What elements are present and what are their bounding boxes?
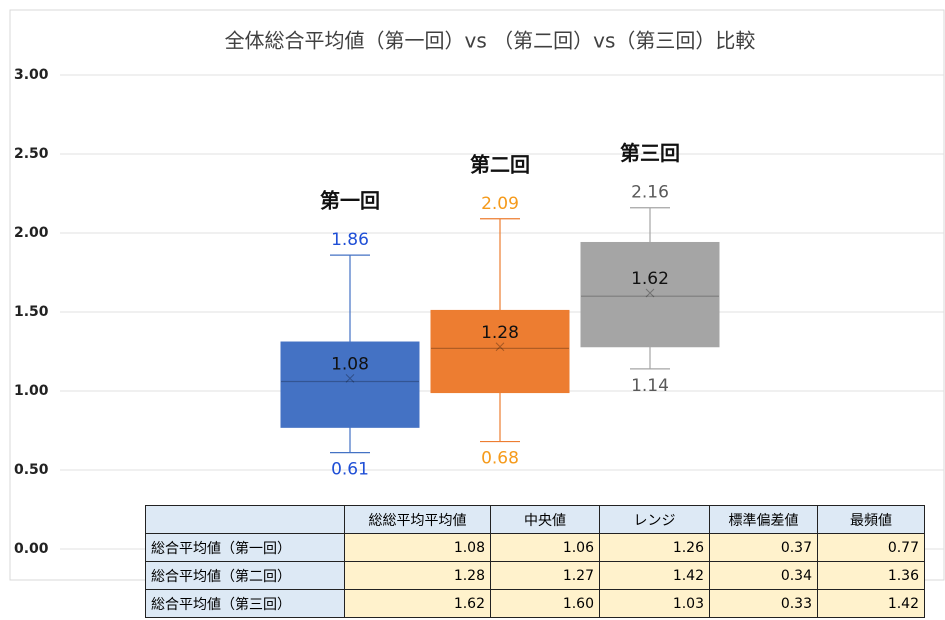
table-row: 総合平均値（第一回） 1.08 1.06 1.26 0.37 0.77 bbox=[145, 533, 925, 562]
category-label: 第三回 bbox=[620, 141, 680, 165]
table-cell: 0.33 bbox=[709, 589, 818, 618]
table-cell: 総合平均値（第三回） bbox=[145, 589, 345, 618]
table-header: 総総平均平均値 中央値 レンジ 標準偏差値 最頻値 bbox=[145, 505, 925, 534]
mean-marker bbox=[645, 288, 655, 298]
table-cell: 0.77 bbox=[817, 533, 925, 562]
y-tick-label: 2.00 bbox=[14, 225, 49, 241]
table-cell bbox=[145, 505, 345, 534]
max-label: 2.16 bbox=[631, 183, 669, 203]
box bbox=[580, 241, 720, 348]
y-tick-label: 1.50 bbox=[14, 304, 49, 320]
min-label: 1.14 bbox=[631, 376, 669, 396]
table-cell: 1.08 bbox=[344, 533, 491, 562]
table-cell: 1.42 bbox=[599, 561, 710, 590]
chart-frame bbox=[9, 9, 945, 581]
table-cell: 最頻値 bbox=[817, 505, 925, 534]
table-row: 総合平均値（第二回） 1.28 1.27 1.42 0.34 1.36 bbox=[145, 561, 925, 590]
category-label: 第二回 bbox=[470, 152, 530, 176]
box bbox=[280, 341, 420, 428]
max-label: 2.09 bbox=[481, 194, 519, 214]
table-cell: 0.37 bbox=[709, 533, 818, 562]
max-label: 1.86 bbox=[331, 230, 369, 250]
y-tick-label: 1.00 bbox=[14, 383, 49, 399]
box bbox=[430, 309, 570, 394]
mean-label: 1.08 bbox=[331, 354, 369, 374]
mean-marker bbox=[345, 374, 355, 383]
table-cell: 1.42 bbox=[817, 589, 925, 618]
table-cell: 総合平均値（第二回） bbox=[145, 561, 345, 590]
table-cell: 1.60 bbox=[490, 589, 600, 618]
y-tick-label: 0.50 bbox=[14, 462, 49, 478]
table-cell: 総合平均値（第一回） bbox=[145, 533, 345, 562]
mean-marker bbox=[495, 342, 505, 352]
table-cell: 1.27 bbox=[490, 561, 600, 590]
mean-label: 1.28 bbox=[481, 323, 519, 343]
table-cell: 1.62 bbox=[344, 589, 491, 618]
category-label: 第一回 bbox=[320, 189, 380, 213]
mean-label: 1.62 bbox=[631, 269, 669, 289]
stats-table: 総総平均平均値 中央値 レンジ 標準偏差値 最頻値 総合平均値（第一回） 1.08 1.06 1… bbox=[145, 505, 925, 618]
chart-title: 全体総合平均値（第一回）vs （第二回）vs（第三回）比較 bbox=[225, 29, 756, 53]
table-cell: 総総平均平均値 bbox=[344, 505, 491, 534]
table-row: 総合平均値（第三回） 1.62 1.60 1.03 0.33 1.42 bbox=[145, 589, 925, 618]
table-cell: 1.26 bbox=[599, 533, 710, 562]
min-label: 0.68 bbox=[481, 449, 519, 469]
table-cell: 標準偏差値 bbox=[709, 505, 818, 534]
y-tick-label: 2.50 bbox=[14, 146, 49, 162]
table-cell: 0.34 bbox=[709, 561, 818, 590]
table-cell: 1.06 bbox=[490, 533, 600, 562]
table-cell: レンジ bbox=[599, 505, 710, 534]
y-tick-label: 0.00 bbox=[14, 541, 49, 557]
table-cell: 1.36 bbox=[817, 561, 925, 590]
table-cell: 1.28 bbox=[344, 561, 491, 590]
table-cell: 中央値 bbox=[490, 505, 600, 534]
table-cell: 1.03 bbox=[599, 589, 710, 618]
y-tick-label: 3.00 bbox=[14, 67, 49, 83]
min-label: 0.61 bbox=[331, 460, 369, 480]
